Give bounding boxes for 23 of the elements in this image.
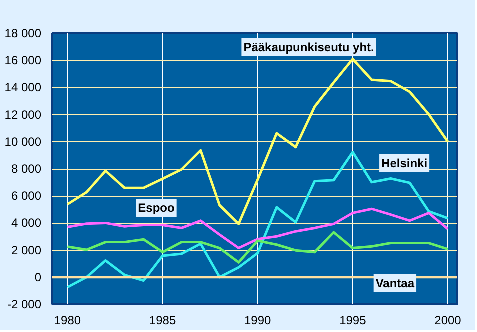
text: Vantaa <box>376 276 415 290</box>
y-tick-label: 6 000 <box>11 189 42 204</box>
y-tick-label: 10 000 <box>4 134 42 149</box>
x-tick-label: 1985 <box>149 314 176 328</box>
y-tick-label: 2 000 <box>11 243 42 258</box>
y-tick-label: 8 000 <box>11 162 42 176</box>
line-series <box>66 151 450 289</box>
series-label: Espoo <box>138 201 175 216</box>
y-tick-label: 12 000 <box>4 108 42 122</box>
x-tick-label: 1995 <box>340 314 367 328</box>
line-series <box>66 58 450 226</box>
y-tick-label: 18 000 <box>4 26 42 40</box>
x-tick-label: 1990 <box>244 314 272 328</box>
line-series <box>66 231 450 264</box>
y-tick-label: -2 000 <box>7 298 42 312</box>
x-tick-label: 1980 <box>54 314 82 328</box>
y-tick-label: 4 000 <box>11 216 42 230</box>
x-tick-label: 2000 <box>434 314 462 328</box>
y-tick-label: 16 000 <box>4 54 42 68</box>
series-label: Pääkaupunkiseutu yht. <box>244 40 374 55</box>
y-tick-label: 0 <box>34 270 42 284</box>
series-label: Helsinki <box>382 156 428 170</box>
y-tick-label: 14 000 <box>4 80 42 95</box>
